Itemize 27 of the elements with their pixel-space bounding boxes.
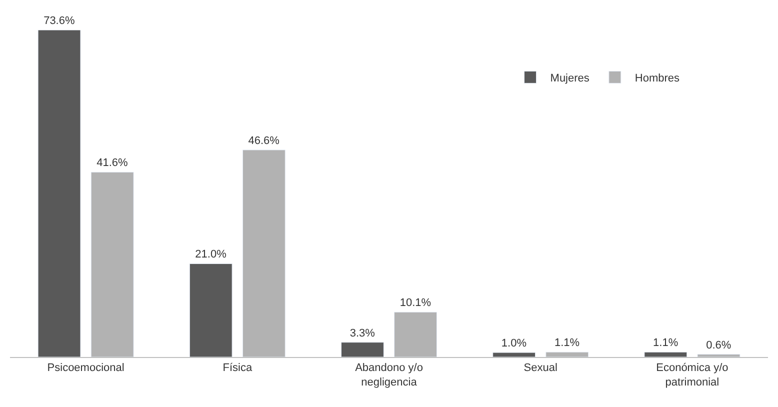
data-label: 0.6% bbox=[706, 339, 732, 352]
bar bbox=[492, 352, 536, 357]
bar bbox=[242, 150, 286, 357]
data-label: 73.6% bbox=[44, 15, 75, 27]
bar bbox=[394, 312, 437, 357]
data-label: 3.3% bbox=[350, 327, 376, 340]
x-tick-label: Psicoemocional bbox=[47, 362, 124, 374]
bar bbox=[90, 172, 134, 357]
x-tick-label: Sexual bbox=[524, 362, 558, 374]
data-label: 41.6% bbox=[96, 157, 128, 170]
data-label: 10.1% bbox=[400, 297, 432, 310]
bar bbox=[189, 263, 232, 357]
data-label: 1.0% bbox=[501, 338, 527, 350]
bar bbox=[697, 354, 740, 357]
data-label: 1.1% bbox=[554, 337, 580, 350]
bar bbox=[644, 352, 688, 357]
data-label: 46.6% bbox=[248, 134, 280, 147]
bar bbox=[341, 342, 384, 357]
data-label: 21.0% bbox=[195, 248, 227, 261]
bar bbox=[38, 30, 81, 357]
x-tick-label: Física bbox=[222, 362, 253, 374]
data-label: 1.1% bbox=[653, 337, 678, 350]
x-tick-label: Abandono y/o negligencia bbox=[355, 362, 423, 388]
bar bbox=[546, 352, 589, 357]
legend-label: Mujeres bbox=[550, 72, 590, 84]
x-tick-label: Económica y/o patrimonial bbox=[656, 362, 728, 388]
legend-label: Hombres bbox=[634, 72, 680, 84]
